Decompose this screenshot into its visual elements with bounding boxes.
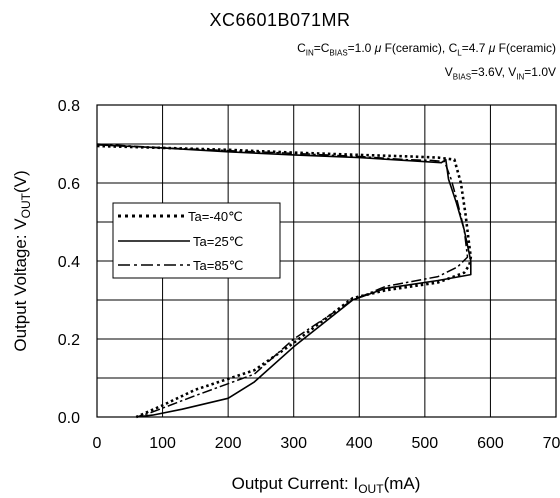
legend-label-ta25: Ta=25℃	[193, 234, 243, 249]
legend-label-ta-40: Ta=-40℃	[188, 209, 243, 224]
x-tick-label: 700	[543, 435, 560, 452]
y-ticks: 0.0 0.2 0.4 0.6 0.8	[58, 98, 80, 427]
x-tick-label: 200	[215, 435, 242, 452]
x-ticks: 0 100 200 300 400 500 600 700	[93, 435, 560, 452]
plot-frame	[96, 104, 557, 418]
x-tick-label: 300	[280, 435, 307, 452]
y-tick-label: 0.2	[58, 332, 80, 349]
test-conditions-line1: CIN=CBIAS=1.0 μ F(ceramic), CL=4.7 μ F(c…	[297, 41, 556, 58]
x-tick-label: 500	[412, 435, 439, 452]
y-tick-label: 0.8	[58, 98, 80, 115]
chart-title: XC6601B071MR	[209, 10, 351, 30]
y-tick-label: 0.6	[58, 176, 80, 193]
x-tick-label: 100	[149, 435, 176, 452]
series-lines	[96, 143, 473, 419]
x-axis-label: Output Current: IOUT(mA)	[232, 474, 421, 496]
y-tick-label: 0.0	[58, 410, 80, 427]
legend-label-ta85: Ta=85℃	[193, 258, 243, 273]
y-axis-label: Output Voltage: VOUT(V)	[11, 170, 33, 351]
series-line-2	[96, 143, 469, 418]
x-tick-label: 600	[477, 435, 504, 452]
series-line-1	[96, 144, 472, 418]
x-tick-label: 400	[346, 435, 373, 452]
y-tick-label: 0.4	[58, 254, 80, 271]
legend: Ta=-40℃ Ta=25℃ Ta=85℃	[112, 202, 281, 279]
x-tick-label: 0	[93, 435, 102, 452]
grid	[97, 105, 556, 417]
test-conditions-line2: VBIAS=3.6V, VIN=1.0V	[444, 65, 556, 82]
